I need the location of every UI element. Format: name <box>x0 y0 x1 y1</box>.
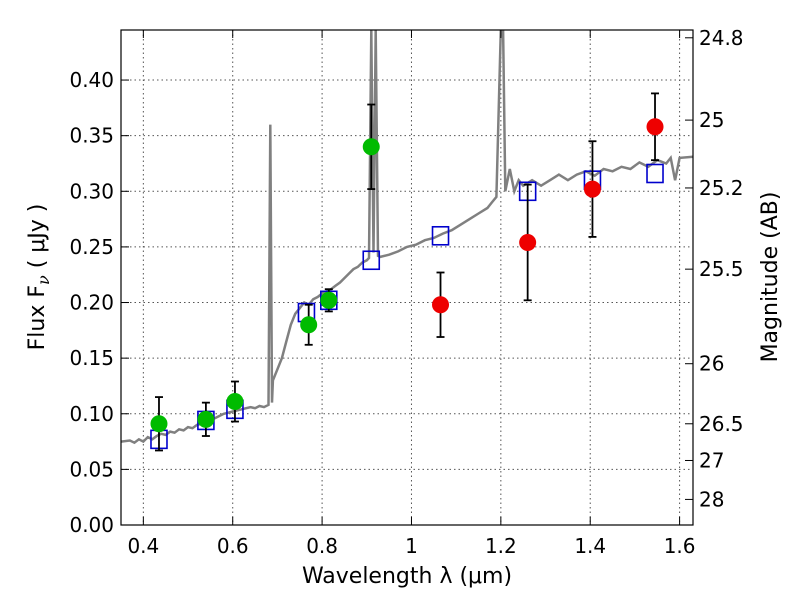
right-tick-label: 25 <box>699 108 724 132</box>
observed-flux-point <box>150 415 168 433</box>
y-tick-label: 0.20 <box>69 291 114 315</box>
x-tick-label: 0.6 <box>217 534 249 558</box>
model-photometry-square <box>362 250 381 271</box>
observed-flux-point <box>300 316 318 334</box>
observed-flux-point <box>320 291 338 309</box>
x-tick-label: 1.2 <box>485 534 517 558</box>
y-tick-label: 0.00 <box>69 513 114 537</box>
spectrum-layer <box>121 30 693 445</box>
y-tick-label: 0.30 <box>69 179 114 203</box>
observed-flux-point <box>519 233 537 251</box>
right-tick-label: 26.5 <box>699 412 744 436</box>
right-tick-label: 25.5 <box>699 257 744 281</box>
x-tick-label: 1.6 <box>664 534 696 558</box>
x-tick-label: 1.4 <box>574 534 606 558</box>
right-tick-label: 25.2 <box>699 176 744 200</box>
x-axis-title: Wavelength λ (μm) <box>302 564 512 589</box>
observed-flux-point <box>197 410 215 428</box>
grid-lines <box>121 30 693 526</box>
y-tick-label: 0.15 <box>69 346 114 370</box>
y-tick-label: 0.05 <box>69 457 114 481</box>
right-tick-label: 26 <box>699 352 724 376</box>
y-axis-title-left: Flux Fν ( μJy ) <box>25 204 53 351</box>
spectrum-line <box>121 30 693 445</box>
right-tick-label: 28 <box>699 487 724 511</box>
y-tick-label: 0.25 <box>69 235 114 259</box>
observed-flux-point <box>646 118 664 136</box>
x-tick-label: 1 <box>405 534 418 558</box>
right-tick-label: 27 <box>699 448 724 472</box>
y-tick-label: 0.40 <box>69 68 114 92</box>
ticks-layer: 0.4 0.6 0.8 1 1.2 1.4 1.6 0.00 0.05 0.10 0.15 0.20 0… <box>69 26 743 558</box>
plot-frame <box>120 29 694 526</box>
observed-flux-point <box>432 296 450 314</box>
model-photometry-square <box>646 163 664 184</box>
model-photometry-square <box>431 225 450 246</box>
observed-flux-point <box>362 138 380 156</box>
points-layer <box>150 92 664 452</box>
observed-flux-point <box>583 180 601 198</box>
right-tick-label: 24.8 <box>699 26 744 50</box>
y-tick-label: 0.10 <box>69 402 114 426</box>
x-tick-label: 0.4 <box>127 534 159 558</box>
y-axis-title-right: Magnitude (AB) <box>758 192 783 363</box>
observed-flux-point <box>226 393 244 411</box>
x-tick-label: 0.8 <box>306 534 338 558</box>
y-tick-label: 0.35 <box>69 124 114 148</box>
